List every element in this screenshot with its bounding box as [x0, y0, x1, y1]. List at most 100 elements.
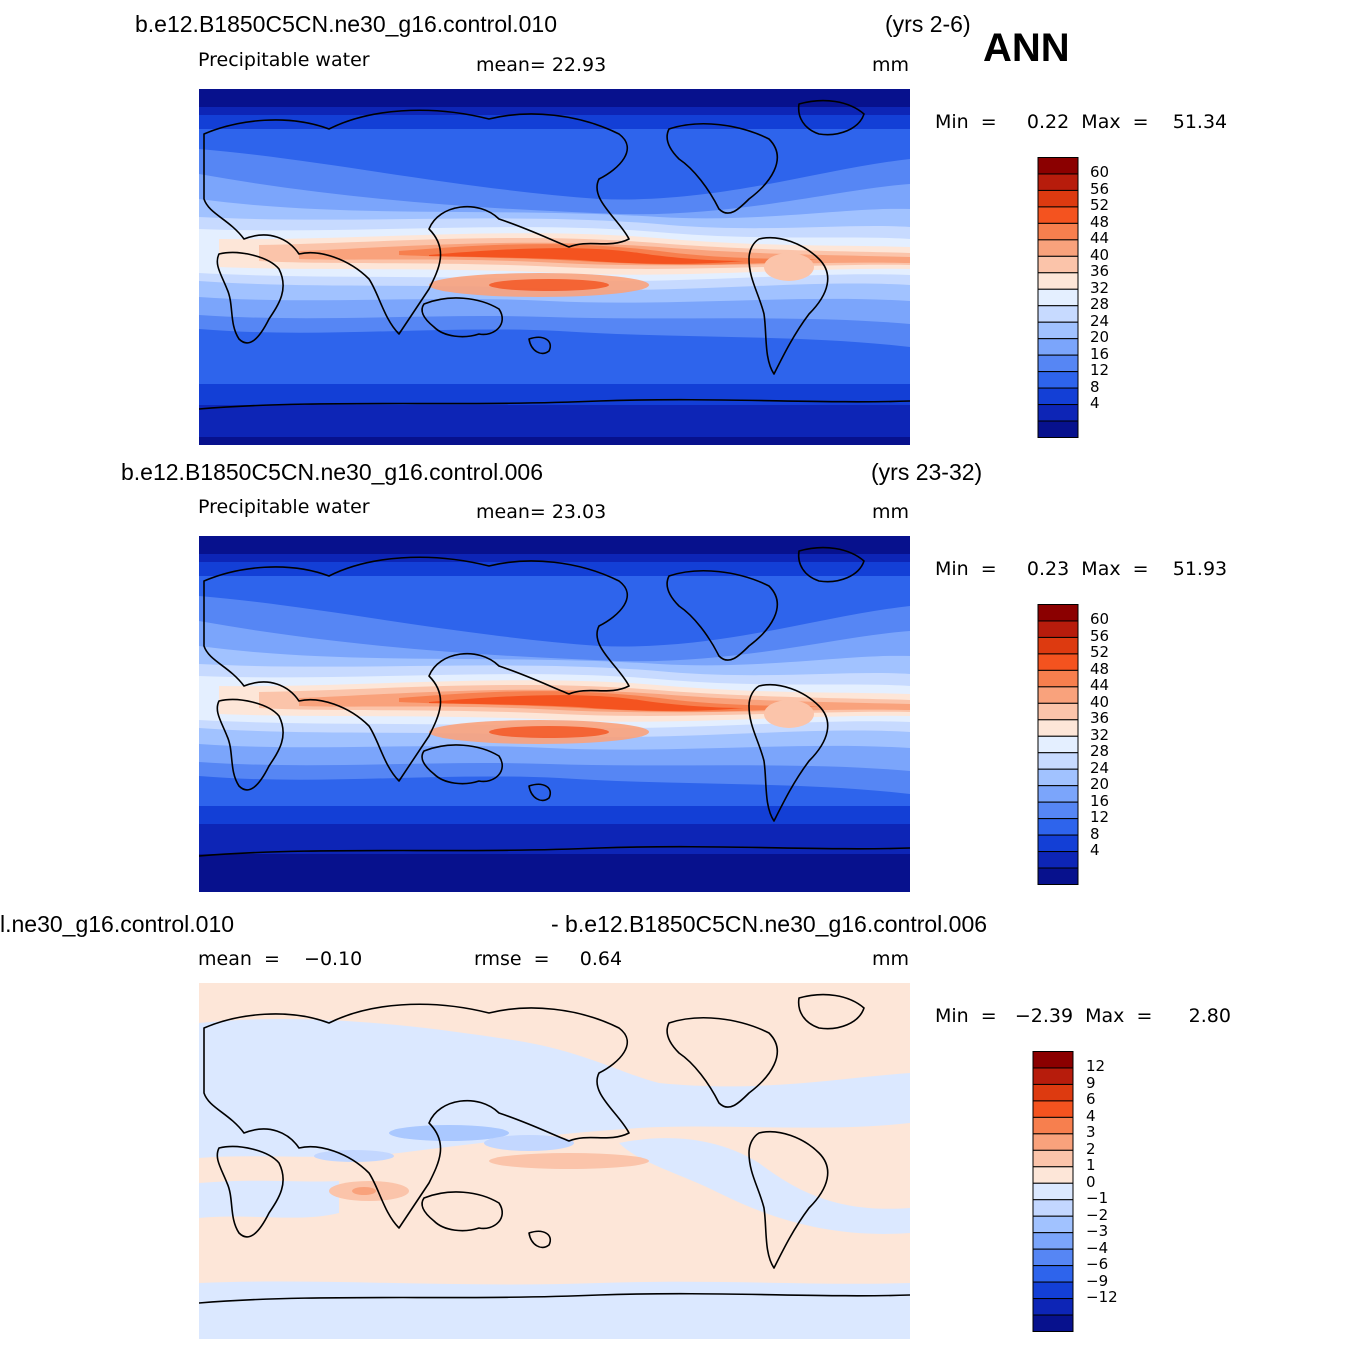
- panel3-case-left: l.ne30_g16.control.010: [0, 911, 235, 937]
- panel1-coastlines: [199, 99, 910, 410]
- colorbar-tick-label: 52: [1090, 196, 1110, 215]
- colorbar-tick-label: 56: [1090, 179, 1110, 198]
- colorbar-tick-label: 24: [1090, 311, 1110, 330]
- panel3-units: mm: [872, 948, 910, 970]
- colorbar-tick-label: 4: [1090, 394, 1100, 413]
- colorbar-tick-label: 3: [1086, 1123, 1096, 1142]
- colorbar-box: [1037, 653, 1079, 671]
- colorbar-box: [1037, 686, 1079, 704]
- colorbar-tick-label: 48: [1090, 212, 1110, 231]
- panel3-field: [199, 983, 910, 1339]
- panel1-map: [199, 89, 910, 445]
- panel2-variable: Precipitable water: [198, 496, 370, 518]
- colorbar-box: [1032, 1116, 1074, 1135]
- panel2-coastlines: [199, 546, 910, 857]
- panel3-case-right: - b.e12.B1850C5CN.ne30_g16.control.006: [551, 911, 988, 937]
- colorbar-tick-label: 52: [1090, 643, 1110, 662]
- panel1-minmax: Min = 0.22 Max = 51.34: [935, 111, 1228, 133]
- colorbar-box: [1037, 206, 1079, 224]
- colorbar-box: [1032, 1067, 1074, 1085]
- colorbar-tick-label: −9: [1086, 1271, 1109, 1290]
- colorbar-tick-label: 32: [1090, 725, 1110, 744]
- panel2-years: (yrs 23-32): [871, 459, 983, 485]
- colorbar-box: [1037, 867, 1079, 885]
- colorbar-tick-label: 0: [1086, 1172, 1096, 1191]
- colorbar-tick-label: 32: [1090, 278, 1110, 297]
- colorbar-tick-label: 60: [1090, 610, 1110, 629]
- colorbar-box: [1037, 404, 1079, 422]
- colorbar-box: [1032, 1248, 1074, 1267]
- colorbar-box: [1037, 834, 1079, 853]
- season-label: ANN: [983, 26, 1070, 70]
- panel2-case-title: b.e12.B1850C5CN.ne30_g16.control.006: [121, 459, 543, 485]
- colorbar-box: [1037, 321, 1079, 340]
- colorbar-box: [1032, 1298, 1074, 1316]
- colorbar-tick-label: 2: [1086, 1139, 1096, 1158]
- colorbar-box: [1037, 338, 1079, 356]
- colorbar-box: [1032, 1232, 1074, 1250]
- colorbar-tick-label: −12: [1086, 1288, 1118, 1307]
- panel2-units: mm: [872, 501, 910, 523]
- colorbar-tick-label: −3: [1086, 1222, 1109, 1241]
- panel2-map: [199, 536, 910, 892]
- colorbar-tick-label: 28: [1090, 295, 1110, 314]
- colorbar-box: [1032, 1314, 1074, 1332]
- colorbar-tick-label: 28: [1090, 742, 1110, 761]
- colorbar-box: [1032, 1265, 1074, 1283]
- colorbar-tick-label: 44: [1090, 676, 1110, 695]
- colorbar-box: [1037, 851, 1079, 869]
- colorbar-tick-label: 60: [1090, 163, 1110, 182]
- colorbar-box: [1037, 272, 1079, 290]
- colorbar-tick-label: 20: [1090, 775, 1110, 794]
- panel1-colorbar-boxes: [1037, 157, 1079, 438]
- panel2-field: [199, 536, 910, 892]
- colorbar-box: [1037, 371, 1079, 389]
- colorbar-box: [1037, 702, 1079, 721]
- colorbar-tick-label: 6: [1086, 1090, 1096, 1109]
- panel1-field: [199, 89, 910, 445]
- colorbar-box: [1037, 752, 1079, 770]
- panel2-mean: mean= 23.03: [476, 501, 607, 523]
- colorbar-box: [1037, 239, 1079, 257]
- colorbar-tick-label: 36: [1090, 262, 1110, 281]
- panel3-mean: mean = −0.10: [198, 948, 363, 970]
- colorbar-box: [1037, 818, 1079, 836]
- colorbar-box: [1032, 1166, 1074, 1184]
- panel3-map: [199, 983, 910, 1339]
- panel3-colorbar-boxes: [1032, 1051, 1074, 1332]
- colorbar-box: [1032, 1215, 1074, 1234]
- colorbar-box: [1037, 222, 1079, 241]
- colorbar-box: [1032, 1051, 1074, 1069]
- colorbar-tick-label: −2: [1086, 1205, 1109, 1224]
- colorbar-tick-label: 48: [1090, 659, 1110, 678]
- colorbar-box: [1032, 1133, 1074, 1151]
- colorbar-box: [1037, 669, 1079, 688]
- colorbar-tick-label: 4: [1090, 841, 1100, 860]
- panel3-minmax: Min = −2.39 Max = 2.80: [935, 1005, 1231, 1027]
- colorbar-tick-label: 12: [1086, 1057, 1106, 1076]
- panel3-colorbar: [1032, 1051, 1074, 1332]
- panel2-colorbar: [1037, 604, 1079, 885]
- panel3-rmse: rmse = 0.64: [474, 948, 623, 970]
- colorbar-tick-label: 4: [1086, 1106, 1096, 1125]
- colorbar-box: [1032, 1100, 1074, 1118]
- colorbar-tick-label: 8: [1090, 824, 1100, 843]
- colorbar-tick-label: 56: [1090, 626, 1110, 645]
- colorbar-box: [1037, 387, 1079, 406]
- colorbar-box: [1037, 719, 1079, 737]
- colorbar-box: [1037, 801, 1079, 820]
- colorbar-tick-label: −1: [1086, 1189, 1109, 1208]
- colorbar-tick-label: 36: [1090, 709, 1110, 728]
- colorbar-box: [1037, 305, 1079, 323]
- colorbar-box: [1037, 636, 1079, 655]
- colorbar-box: [1037, 420, 1079, 438]
- panel1-units: mm: [872, 54, 910, 76]
- colorbar-tick-label: 12: [1090, 808, 1110, 827]
- colorbar-tick-label: 40: [1090, 692, 1110, 711]
- colorbar-box: [1032, 1199, 1074, 1217]
- panel1-colorbar: [1037, 157, 1079, 438]
- colorbar-tick-label: 20: [1090, 328, 1110, 347]
- colorbar-box: [1037, 189, 1079, 208]
- colorbar-box: [1032, 1083, 1074, 1102]
- panel1-case-title: b.e12.B1850C5CN.ne30_g16.control.010: [135, 11, 557, 37]
